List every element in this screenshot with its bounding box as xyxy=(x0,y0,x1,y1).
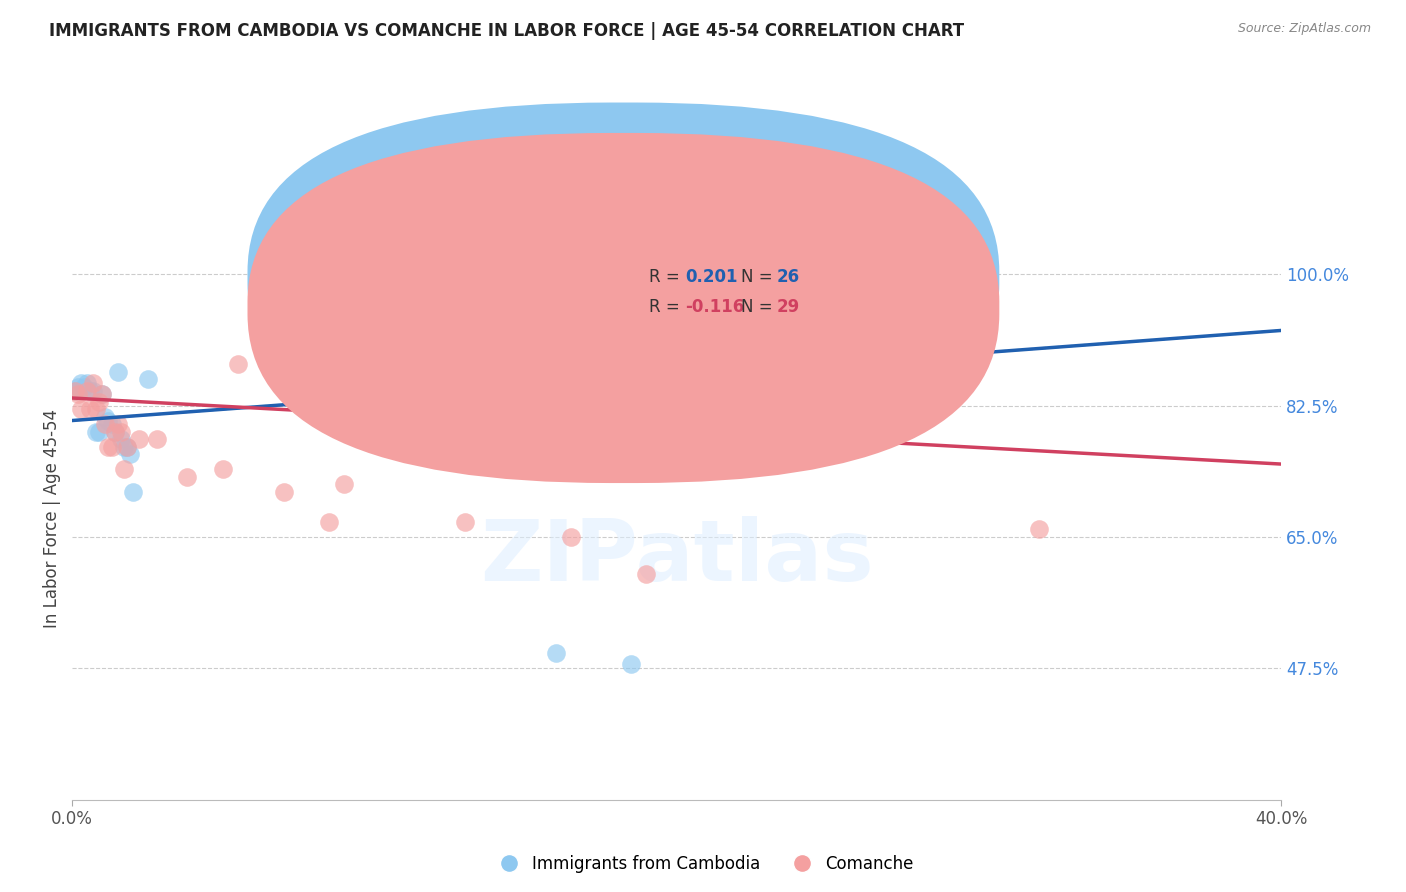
Point xyxy=(100,417,122,432)
Point xyxy=(82,376,104,390)
Point xyxy=(636,567,658,582)
Point xyxy=(107,365,129,379)
Point xyxy=(121,484,143,499)
Point xyxy=(86,402,108,417)
Text: Source: ZipAtlas.com: Source: ZipAtlas.com xyxy=(1237,22,1371,36)
Point xyxy=(86,425,108,439)
Point xyxy=(118,447,141,461)
Text: N =: N = xyxy=(741,299,778,317)
Text: 29: 29 xyxy=(778,299,800,317)
Point xyxy=(76,384,98,398)
Point xyxy=(100,440,122,454)
Point xyxy=(82,384,104,398)
Point xyxy=(110,425,132,439)
Point xyxy=(70,376,93,390)
Point xyxy=(544,646,567,660)
Point xyxy=(115,440,138,454)
Point xyxy=(94,417,117,432)
Text: -0.116: -0.116 xyxy=(685,299,744,317)
Point xyxy=(146,432,169,446)
Point xyxy=(176,470,198,484)
Point xyxy=(228,357,250,371)
Point xyxy=(103,425,125,439)
Point xyxy=(710,267,733,281)
Point xyxy=(91,387,114,401)
Point xyxy=(65,384,87,398)
Point xyxy=(212,462,235,476)
Point xyxy=(79,402,101,417)
Point xyxy=(67,387,90,401)
Point xyxy=(112,440,135,454)
Point xyxy=(454,515,477,529)
Text: IMMIGRANTS FROM CAMBODIA VS COMANCHE IN LABOR FORCE | AGE 45-54 CORRELATION CHAR: IMMIGRANTS FROM CAMBODIA VS COMANCHE IN … xyxy=(49,22,965,40)
Text: 26: 26 xyxy=(778,268,800,286)
Point xyxy=(273,484,295,499)
Point xyxy=(636,267,658,281)
Point xyxy=(79,384,101,398)
Point xyxy=(97,440,120,454)
Point xyxy=(1028,522,1050,536)
Point xyxy=(94,409,117,424)
Point xyxy=(76,376,98,390)
Point xyxy=(115,440,138,454)
Point xyxy=(136,372,159,386)
Point xyxy=(73,380,96,394)
Legend: Immigrants from Cambodia, Comanche: Immigrants from Cambodia, Comanche xyxy=(485,848,921,880)
Point xyxy=(65,384,87,398)
Point xyxy=(110,432,132,446)
Point xyxy=(97,413,120,427)
Point xyxy=(70,402,93,417)
Text: R =: R = xyxy=(648,299,685,317)
Text: ZIPatlas: ZIPatlas xyxy=(479,516,873,599)
Point xyxy=(112,462,135,476)
FancyBboxPatch shape xyxy=(247,133,1000,483)
Text: 0.201: 0.201 xyxy=(685,268,738,286)
Point xyxy=(91,387,114,401)
FancyBboxPatch shape xyxy=(598,253,858,318)
Point xyxy=(318,515,340,529)
Point xyxy=(89,425,111,439)
Point xyxy=(128,432,150,446)
Point xyxy=(620,657,643,672)
Point xyxy=(560,530,582,544)
Point xyxy=(107,417,129,432)
Point xyxy=(67,380,90,394)
Point xyxy=(103,425,125,439)
Text: R =: R = xyxy=(648,268,685,286)
Point xyxy=(725,455,748,469)
Text: N =: N = xyxy=(741,268,778,286)
Point xyxy=(89,394,111,409)
FancyBboxPatch shape xyxy=(247,103,1000,452)
Point xyxy=(333,477,356,491)
Y-axis label: In Labor Force | Age 45-54: In Labor Force | Age 45-54 xyxy=(44,409,60,628)
